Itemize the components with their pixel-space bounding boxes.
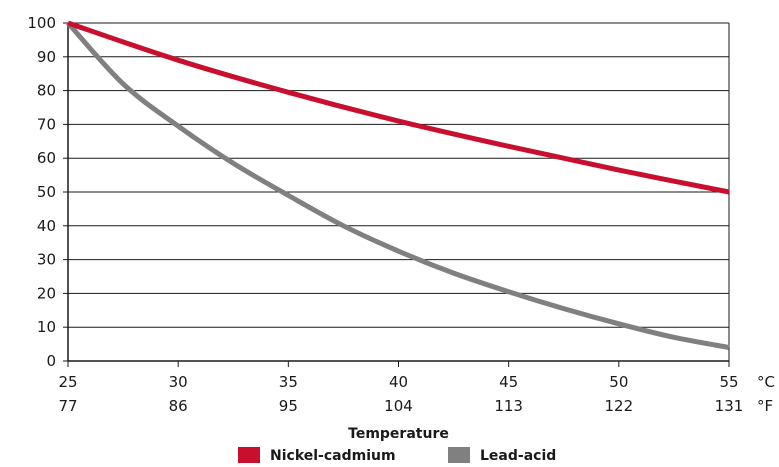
y-tick-label-10: 10 (37, 318, 56, 336)
x-tick-label-c-50: 50 (609, 373, 628, 391)
y-tick-label-80: 80 (37, 82, 56, 100)
legend-swatch-nickel-cadmium (238, 447, 260, 463)
x-axis-title: Temperature (348, 426, 449, 442)
x-tick-label-f-104: 104 (384, 397, 413, 415)
x-tick-label-c-30: 30 (169, 373, 188, 391)
y-tick-label-20: 20 (37, 284, 56, 302)
x-tick-label-c-45: 45 (499, 373, 518, 391)
series-line-nickel-cadmium (67, 20, 730, 195)
legend-swatch-lead-acid (448, 447, 470, 463)
x-tick-label-c-25: 25 (58, 373, 77, 391)
y-tick-label-50: 50 (37, 183, 56, 201)
series-line-lead-acid (66, 21, 730, 350)
x-tick-label-f-122: 122 (605, 397, 634, 415)
x-tick-label-f-113: 113 (494, 397, 523, 415)
grid-layer (68, 22, 729, 328)
y-tick-label-0: 0 (46, 352, 56, 370)
x-tick-label-f-95: 95 (279, 397, 298, 415)
x-tick-label-f-131: 131 (715, 397, 744, 415)
axis-layer (63, 22, 730, 367)
x-tick-label-c-55: 55 (719, 373, 738, 391)
label-layer: 0 10 20 30 40 50 60 70 80 90 100 25 77 30 86 35 95 40 104 4… (27, 14, 775, 442)
legend-label-nickel-cadmium: Nickel-cadmium (270, 448, 396, 463)
x-tick-label-c-40: 40 (389, 373, 408, 391)
series-layer (66, 20, 730, 350)
x-unit-fahrenheit: °F (757, 397, 773, 415)
legend-label-lead-acid: Lead-acid (480, 448, 556, 463)
y-tick-label-90: 90 (37, 48, 56, 66)
y-tick-label-40: 40 (37, 217, 56, 235)
x-tick-label-f-86: 86 (169, 397, 188, 415)
y-tick-label-30: 30 (37, 251, 56, 269)
y-tick-label-70: 70 (37, 115, 56, 133)
x-unit-celsius: °C (757, 373, 775, 391)
x-tick-label-c-35: 35 (279, 373, 298, 391)
x-tick-label-f-77: 77 (58, 397, 77, 415)
y-tick-label-60: 60 (37, 149, 56, 167)
legend-layer: Nickel-cadmium Lead-acid (238, 447, 556, 464)
y-tick-label-100: 100 (27, 14, 56, 32)
